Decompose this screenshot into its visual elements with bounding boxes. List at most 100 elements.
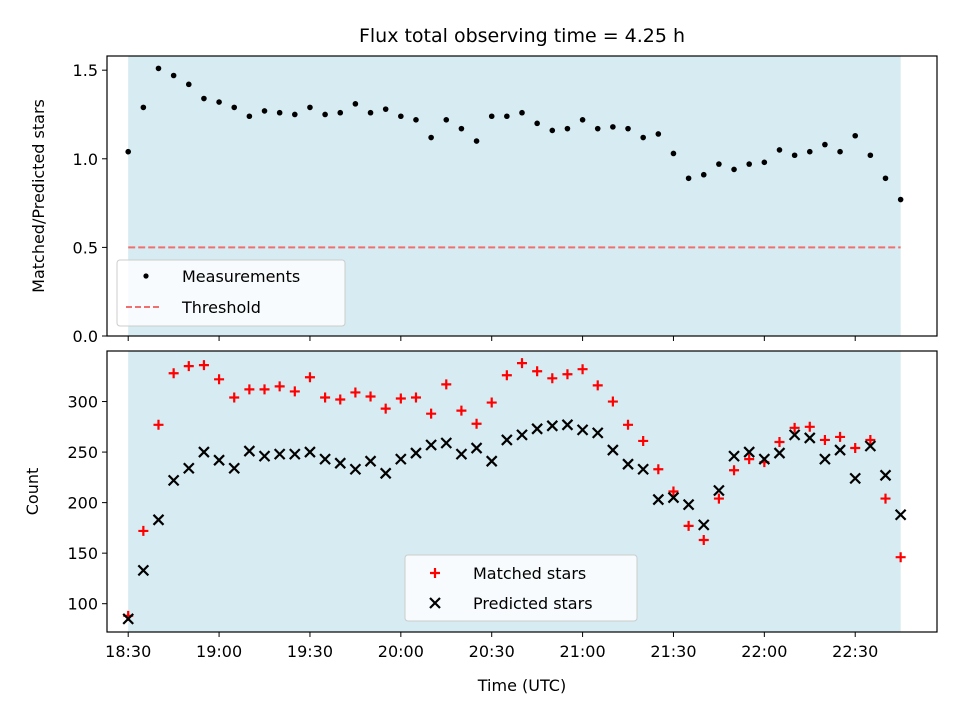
matched-star-point: [623, 419, 634, 430]
measurement-point: [307, 104, 313, 111]
measurement-point: [746, 161, 752, 167]
measurement-point: [579, 116, 586, 123]
matched-star-point: [289, 386, 300, 397]
measurement-point: [276, 109, 283, 116]
measurement-point: [640, 134, 646, 141]
legend-plus-glyph: [430, 568, 440, 578]
matched-star-point: [501, 370, 512, 381]
matched-star-point: [668, 486, 679, 497]
matched-star-point: [198, 360, 209, 371]
matched-star-point: [532, 366, 543, 377]
predicted-star-point: [228, 462, 241, 475]
measurement-point: [867, 152, 874, 159]
predicted-star-point: [607, 444, 619, 456]
predicted-star-point: [531, 423, 543, 435]
legend-label-measurements: Measurements: [182, 267, 300, 286]
matched-star-point: [698, 535, 709, 546]
predicted-star-point: [183, 462, 195, 475]
measurement-point: [216, 99, 222, 105]
measurement-point: [519, 109, 525, 116]
matched-star-point: [274, 381, 285, 392]
x-tick-label: 21:30: [650, 642, 696, 661]
matched-star-point: [744, 454, 755, 465]
matched-star-point: [729, 465, 740, 476]
matched-star-point: [850, 443, 861, 454]
predicted-star-point: [455, 448, 468, 460]
predicted-star-point: [652, 493, 665, 506]
y-tick-label: 1.5: [73, 61, 98, 80]
x-axis-label: Time (UTC): [477, 676, 566, 695]
matched-star-point: [395, 393, 406, 404]
measurement-point: [670, 150, 677, 157]
predicted-star-point: [364, 455, 377, 467]
predicted-star-point: [758, 453, 771, 465]
measurement-point: [822, 141, 828, 148]
predicted-star-point: [682, 498, 695, 511]
y-axis-label-top: Matched/Predicted stars: [29, 99, 48, 293]
x-axis-ticks-bottom: 18:30 19:00 19:30 20:00 20:30 21:00 21:30 22:00…: [105, 632, 878, 661]
measurement-point: [504, 113, 510, 120]
predicted-star-point: [591, 427, 604, 439]
predicted-star-point: [834, 444, 846, 456]
predicted-star-point: [304, 446, 316, 458]
matched-star-point: [365, 391, 376, 402]
measurement-point: [897, 196, 904, 203]
predicted-star-point: [334, 457, 347, 469]
predicted-star-point: [576, 424, 589, 436]
measurement-point: [625, 125, 631, 132]
measurement-point: [367, 109, 374, 116]
predicted-star-point: [273, 448, 286, 460]
plot-frame-top: [106, 55, 938, 337]
measurement-point: [292, 111, 298, 118]
measurement-point: [685, 175, 692, 182]
matched-star-point: [380, 403, 391, 414]
matched-star-point: [441, 379, 452, 390]
y-tick-label: 0.0: [73, 327, 98, 346]
y-tick-label: 1.0: [73, 150, 98, 169]
predicted-star-point: [410, 447, 422, 459]
panel-counts: 100 150 200 250 300 18:30 19:00 19:30 20:00 20:3…: [23, 350, 938, 695]
measurement-point: [594, 125, 601, 132]
matched-star-point: [320, 392, 331, 403]
matched-star-point: [214, 374, 225, 385]
matched-star-point: [426, 408, 437, 419]
legend-marker-matched: [430, 568, 440, 578]
matched-star-point: [183, 361, 194, 372]
predicted-star-point: [697, 519, 710, 531]
x-axis-ticks-top: [127, 336, 856, 341]
measurement-point: [246, 113, 253, 120]
legend-marker-predicted: [429, 597, 441, 609]
measurement-point: [443, 116, 450, 123]
legend-x-glyph: [429, 597, 441, 609]
measurement-point: [322, 111, 328, 118]
measurement-point: [700, 171, 707, 178]
matched-star-point: [350, 387, 361, 398]
legend-bottom: Matched stars Predicted stars: [404, 554, 638, 622]
x-tick-label: 20:00: [378, 642, 424, 661]
legend-label-threshold: Threshold: [181, 298, 261, 317]
y-axis-ticks-top: 0.0 0.5 1.0 1.5: [73, 61, 107, 346]
legend-box: [116, 259, 346, 327]
matched-star-point: [517, 358, 527, 369]
matched-star-point: [168, 368, 179, 379]
matched-star-point: [804, 421, 815, 432]
measurement-point: [488, 113, 495, 120]
predicted-star-point: [622, 458, 634, 470]
predicted-star-point: [728, 450, 740, 462]
measurement-point: [428, 134, 434, 141]
y-tick-label: 150: [67, 544, 98, 563]
predicted-star-point: [289, 448, 301, 460]
measurement-point: [231, 104, 238, 111]
matched-star-point: [835, 431, 846, 442]
predicted-star-point: [713, 484, 725, 497]
measurement-point: [564, 125, 571, 132]
matched-star-point: [713, 493, 724, 504]
predicted-star-point: [440, 437, 453, 449]
predicted-star-point: [743, 446, 755, 458]
matched-star-point: [577, 364, 588, 375]
measurement-point: [155, 65, 162, 72]
measurement-point: [761, 159, 768, 166]
measurement-point: [549, 127, 556, 134]
predicted-star-point: [546, 420, 559, 432]
